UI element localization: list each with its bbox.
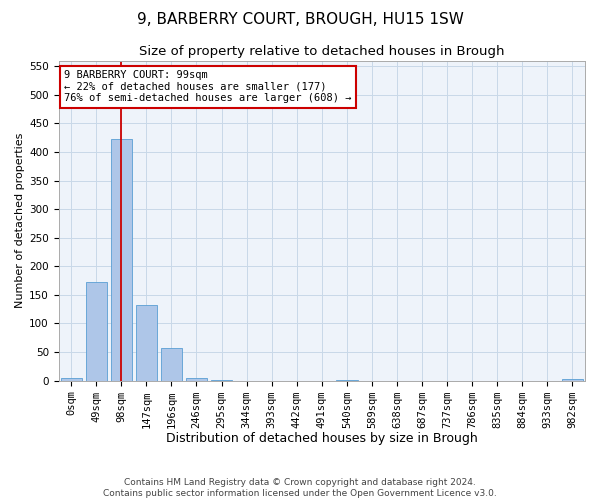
Bar [110, 140, 132, 380]
Text: Contains HM Land Registry data © Crown copyright and database right 2024.
Contai: Contains HM Land Registry data © Crown c… [103, 478, 497, 498]
Y-axis label: Number of detached properties: Number of detached properties [15, 133, 25, 308]
Title: Size of property relative to detached houses in Brough: Size of property relative to detached ho… [139, 45, 505, 58]
Bar [136, 305, 157, 380]
Bar [61, 378, 82, 380]
X-axis label: Distribution of detached houses by size in Brough: Distribution of detached houses by size … [166, 432, 478, 445]
Bar [161, 348, 182, 380]
Text: 9, BARBERRY COURT, BROUGH, HU15 1SW: 9, BARBERRY COURT, BROUGH, HU15 1SW [137, 12, 463, 28]
Text: 9 BARBERRY COURT: 99sqm
← 22% of detached houses are smaller (177)
76% of semi-d: 9 BARBERRY COURT: 99sqm ← 22% of detache… [64, 70, 352, 103]
Bar [186, 378, 207, 380]
Bar [86, 282, 107, 380]
